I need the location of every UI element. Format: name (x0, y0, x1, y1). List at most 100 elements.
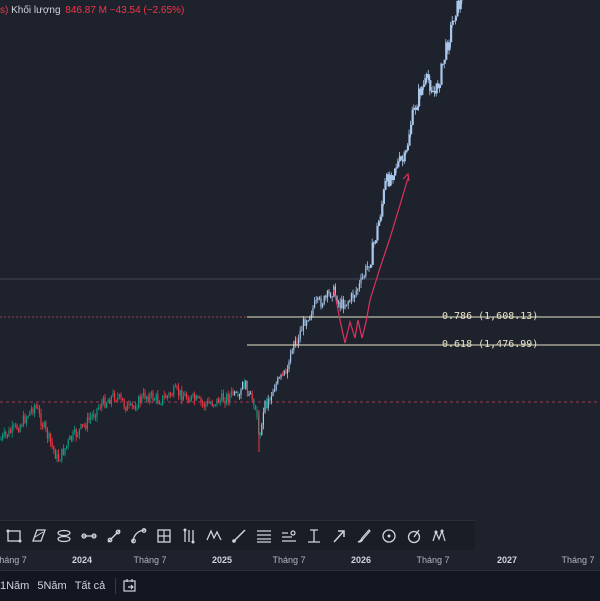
curve-icon[interactable] (128, 525, 150, 547)
candle-body (157, 394, 158, 402)
candle-body (301, 330, 302, 331)
candle-body (274, 389, 275, 391)
time-tick: 2026 (351, 555, 371, 565)
rectangle-icon[interactable] (3, 525, 25, 547)
fib-label-0618[interactable]: 0.618 (1,476.99) (442, 339, 538, 350)
candle-body (135, 406, 136, 409)
bottom-range-bar: 1Năm 5Năm Tất cả (0, 570, 600, 601)
candle-body (88, 417, 89, 419)
candle-body (364, 276, 365, 277)
candle-body (215, 405, 216, 406)
candle-body (212, 403, 213, 406)
volume-change: −43.54 (−2.65%) (110, 5, 185, 16)
candle-body (133, 406, 134, 407)
candle-body (221, 393, 222, 399)
candle-body (277, 378, 278, 383)
candle-body (196, 396, 197, 401)
candle-body (122, 398, 123, 401)
candle-body (232, 391, 233, 395)
candle-body (306, 321, 307, 326)
candle-body (360, 278, 361, 284)
candle-body (314, 301, 315, 308)
candle-body (128, 404, 129, 405)
candle-body (127, 404, 128, 411)
candle-body (284, 371, 285, 376)
circle-icon[interactable] (378, 525, 400, 547)
candle-body (159, 402, 160, 404)
candle-body (332, 297, 333, 298)
volume-value: 846.87 M (65, 5, 107, 16)
drawing-toolbar (0, 520, 475, 550)
candle-body (90, 417, 91, 420)
candle-body (365, 267, 366, 276)
candle-body (354, 295, 355, 298)
candle-body (77, 435, 78, 437)
candle-body (7, 435, 8, 437)
candle-body (261, 425, 262, 435)
candle-body (66, 446, 67, 449)
elliott-wave-icon[interactable] (428, 525, 450, 547)
parallelogram-icon[interactable] (28, 525, 50, 547)
candle-body (285, 371, 286, 374)
candle-body (181, 390, 182, 401)
candle-body (292, 350, 293, 354)
candle-body (167, 396, 168, 399)
grid-icon[interactable] (153, 525, 175, 547)
candle-body (125, 407, 126, 411)
candle-body (210, 403, 211, 404)
xabcd-pattern-icon[interactable] (203, 525, 225, 547)
time-axis[interactable]: háng 7 2024 Tháng 7 2025 Tháng 7 2026 Th… (0, 550, 600, 570)
time-tick: Tháng 7 (561, 555, 594, 565)
candle-body (359, 283, 360, 289)
candle-body (173, 387, 174, 396)
candle-body (13, 425, 14, 426)
candle-body (85, 425, 86, 429)
candle-body (204, 403, 205, 406)
candle-body (266, 402, 267, 408)
projection-arrowhead (403, 174, 409, 181)
candle-body (244, 382, 245, 389)
candle-body (45, 422, 46, 428)
range-1y-button[interactable]: 1Năm (0, 580, 29, 592)
chart-area[interactable]: s) Khối lượng 846.87 M −43.54 (−2.65%) 0… (0, 0, 600, 520)
fib-label-0786[interactable]: 0.786 (1,608.13) (442, 311, 538, 322)
candle-body (338, 302, 339, 304)
candle-body (328, 291, 329, 293)
candle-body (370, 265, 372, 268)
brush-icon[interactable] (353, 525, 375, 547)
candle-body (8, 430, 9, 436)
candle-body (330, 293, 331, 297)
price-chart[interactable] (0, 0, 600, 520)
candle-body (412, 110, 414, 125)
range-5y-button[interactable]: 5Năm (37, 580, 66, 592)
divider (115, 578, 116, 594)
cycle-icon[interactable] (403, 525, 425, 547)
fib-retracement-icon[interactable] (253, 525, 275, 547)
time-tick: 2027 (497, 555, 517, 565)
candle-body (79, 429, 80, 435)
candle-body (140, 396, 141, 402)
arrow-marker-icon[interactable] (328, 525, 350, 547)
candle-body (148, 397, 149, 402)
candle-body (236, 392, 237, 393)
candle-body (144, 393, 145, 399)
candle-body (324, 296, 325, 304)
go-to-date-icon[interactable] (122, 578, 138, 594)
fib-channel-icon[interactable] (278, 525, 300, 547)
candle-body (103, 397, 104, 403)
candle-body (37, 407, 38, 408)
candle-body (23, 415, 24, 425)
candle-body (146, 397, 147, 399)
candle-body (5, 432, 6, 435)
candle-body (15, 425, 16, 426)
fork-icon[interactable] (178, 525, 200, 547)
ray-icon[interactable] (228, 525, 250, 547)
trend-line-icon[interactable] (103, 525, 125, 547)
candle-body (68, 440, 69, 446)
ellipse-channel-icon[interactable] (53, 525, 75, 547)
fib-timezone-icon[interactable] (303, 525, 325, 547)
range-all-button[interactable]: Tất cả (75, 580, 106, 592)
candle-body (263, 412, 264, 424)
path-icon[interactable] (78, 525, 100, 547)
candle-body (84, 425, 85, 426)
